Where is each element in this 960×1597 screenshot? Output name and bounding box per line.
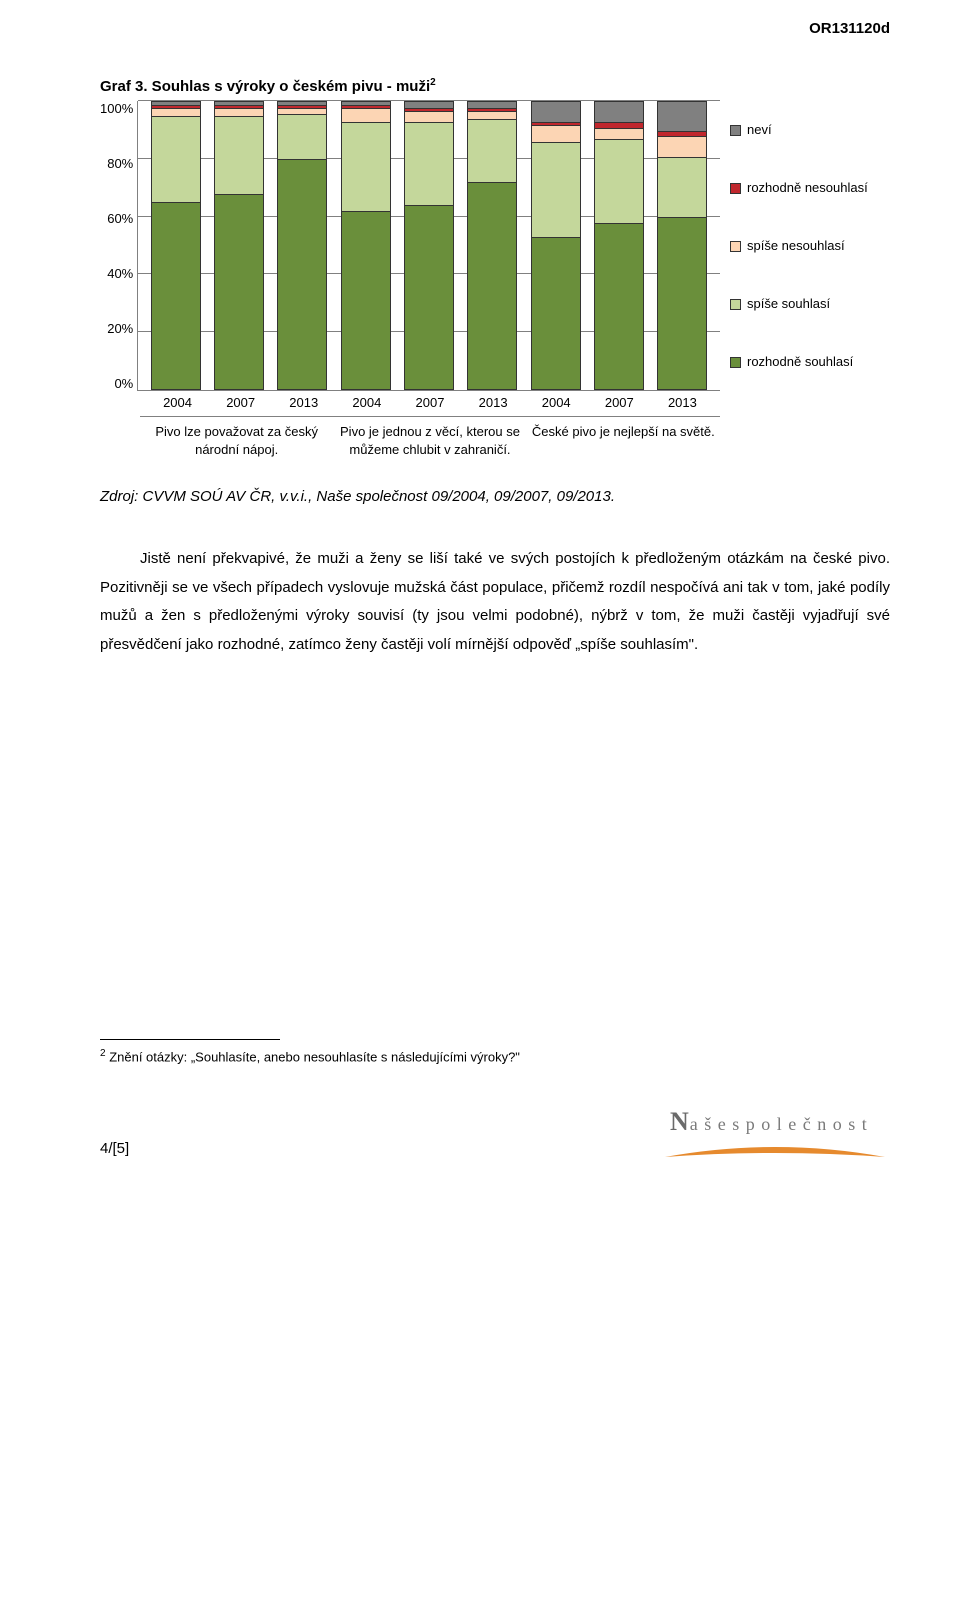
- legend-label: neví: [747, 122, 772, 138]
- bar: [657, 101, 707, 390]
- bar-segment: [215, 108, 263, 117]
- bar-segment: [342, 211, 390, 389]
- footnote-separator: [100, 1039, 280, 1040]
- bar-segment: [215, 194, 263, 389]
- x-axis-years: 2004 2007 2013 2004 2007 2013 2004 2007 2013: [140, 391, 720, 410]
- bar-segment: [468, 182, 516, 389]
- bar-segment: [468, 119, 516, 182]
- bar: [151, 101, 201, 390]
- bar: [467, 101, 517, 390]
- y-tick-label: 100%: [100, 101, 133, 116]
- bar-segment: [278, 114, 326, 160]
- legend-swatch-icon: [730, 241, 741, 252]
- footnote-number: 2: [100, 1048, 106, 1059]
- x-tick-label: 2007: [216, 395, 266, 410]
- logo-initial: N: [670, 1107, 690, 1136]
- plot-area: [137, 101, 720, 391]
- bar: [341, 101, 391, 390]
- logo: Na š e s p o l e č n o s t: [670, 1107, 890, 1157]
- bar: [214, 101, 264, 390]
- bar-segment: [278, 159, 326, 389]
- legend-swatch-icon: [730, 299, 741, 310]
- chart-title-text: Graf 3. Souhlas s výroky o českém pivu -…: [100, 78, 430, 95]
- legend-label: spíše nesouhlasí: [747, 238, 845, 254]
- bar-segment: [215, 116, 263, 193]
- y-tick-label: 0%: [114, 376, 133, 391]
- footnote: 2 Znění otázky: „Souhlasíte, anebo nesou…: [100, 1046, 890, 1067]
- legend-label: spíše souhlasí: [747, 296, 830, 312]
- bar-segment: [532, 102, 580, 122]
- bar: [404, 101, 454, 390]
- legend-swatch-icon: [730, 183, 741, 194]
- legend-item: rozhodně nesouhlasí: [730, 180, 890, 196]
- x-tick-label: 2004: [153, 395, 203, 410]
- paragraph-text: Jistě není překvapivé, že muži a ženy se…: [100, 550, 894, 653]
- bar-segment: [595, 223, 643, 389]
- bar-segment: [468, 111, 516, 120]
- legend-swatch-icon: [730, 125, 741, 136]
- bar-segment: [658, 136, 706, 156]
- x-axis-groups: Pivo lze považovat za český národní nápo…: [140, 416, 720, 458]
- bar-segment: [405, 205, 453, 389]
- logo-text: a š e s p o l e č n o s t: [690, 1114, 868, 1134]
- bar: [594, 101, 644, 390]
- x-group-label: České pivo je nejlepší na světě.: [527, 416, 720, 458]
- page-number: 4/[5]: [100, 1140, 129, 1157]
- x-tick-label: 2007: [405, 395, 455, 410]
- bar-segment: [532, 142, 580, 237]
- bar-segment: [658, 157, 706, 217]
- legend-label: rozhodně nesouhlasí: [747, 180, 868, 196]
- document-id: OR131120d: [100, 20, 890, 37]
- x-tick-label: 2013: [468, 395, 518, 410]
- paragraph: Jistě není překvapivé, že muži a ženy se…: [100, 545, 890, 659]
- bar-segment: [658, 217, 706, 389]
- bar-segment: [658, 102, 706, 131]
- logo-swoosh-icon: [660, 1141, 890, 1161]
- bar-segment: [152, 116, 200, 202]
- legend: neví rozhodně nesouhlasí spíše nesouhlasí s…: [720, 101, 890, 391]
- y-tick-label: 80%: [107, 156, 133, 171]
- bar-segment: [152, 108, 200, 117]
- bar-segment: [595, 128, 643, 139]
- x-group-label: Pivo lze považovat za český národní nápo…: [140, 416, 333, 458]
- y-tick-label: 20%: [107, 321, 133, 336]
- bar-segment: [532, 125, 580, 142]
- x-tick-label: 2013: [657, 395, 707, 410]
- x-tick-label: 2013: [279, 395, 329, 410]
- page-footer: 4/[5] Na š e s p o l e č n o s t: [100, 1107, 890, 1157]
- bar-segment: [532, 237, 580, 389]
- legend-item: spíše souhlasí: [730, 296, 890, 312]
- bar: [277, 101, 327, 390]
- chart-source: Zdroj: CVVM SOÚ AV ČR, v.v.i., Naše spol…: [100, 488, 890, 505]
- bar-segment: [595, 139, 643, 222]
- bar-segment: [405, 122, 453, 205]
- x-tick-label: 2007: [594, 395, 644, 410]
- chart: 100% 80% 60% 40% 20% 0% neví rozhodně nesouhla…: [100, 101, 890, 458]
- legend-item: rozhodně souhlasí: [730, 354, 890, 370]
- bar-segment: [595, 102, 643, 122]
- legend-item: neví: [730, 122, 890, 138]
- legend-label: rozhodně souhlasí: [747, 354, 853, 370]
- y-axis: 100% 80% 60% 40% 20% 0%: [100, 101, 137, 391]
- chart-title: Graf 3. Souhlas s výroky o českém pivu -…: [100, 77, 890, 95]
- legend-item: spíše nesouhlasí: [730, 238, 890, 254]
- x-tick-label: 2004: [342, 395, 392, 410]
- bar-segment: [405, 111, 453, 122]
- x-group-label: Pivo je jednou z věcí, kterou se můžeme …: [333, 416, 526, 458]
- bar-segment: [342, 122, 390, 211]
- bar: [531, 101, 581, 390]
- legend-swatch-icon: [730, 357, 741, 368]
- footnote-text: Znění otázky: „Souhlasíte, anebo nesouhl…: [109, 1049, 520, 1064]
- y-tick-label: 40%: [107, 266, 133, 281]
- y-tick-label: 60%: [107, 211, 133, 226]
- x-tick-label: 2004: [531, 395, 581, 410]
- chart-title-sup: 2: [430, 77, 436, 88]
- bar-segment: [342, 108, 390, 122]
- bar-segment: [152, 202, 200, 389]
